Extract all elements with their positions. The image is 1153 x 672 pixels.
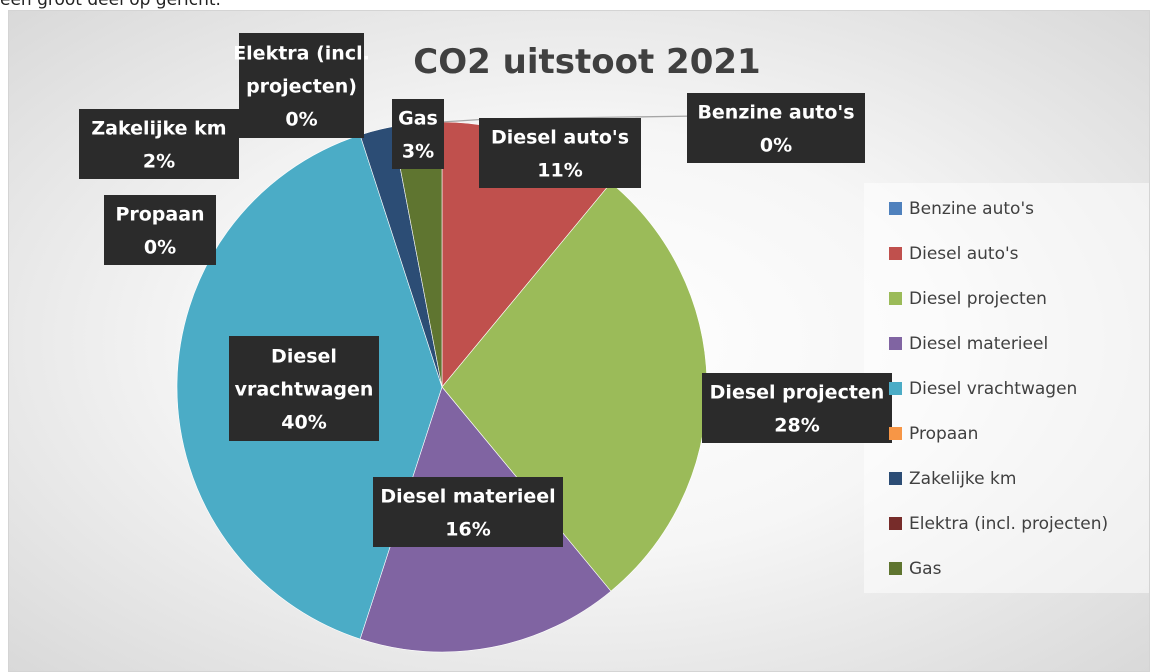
data-label-text: projecten) [246, 76, 357, 98]
pie-chart: CO2 uitstoot 2021 Benzine auto's 0% Diesel… [79, 33, 1149, 653]
data-label-text: 0% [144, 237, 176, 259]
data-label: Diesel vrachtwagen 40% [229, 336, 379, 441]
data-label-text: 28% [774, 415, 819, 437]
chart-area: CO2 uitstoot 2021 Benzine auto's 0% Diesel… [8, 10, 1150, 672]
data-label-text: Elektra (incl. [233, 43, 370, 65]
data-label-text: vrachtwagen [235, 379, 374, 401]
data-label: Elektra (incl. projecten) 0% [233, 33, 370, 138]
data-label: Benzine auto's 0% [687, 93, 865, 163]
data-label-text: Diesel materieel [380, 486, 555, 508]
data-label: Gas 3% [392, 99, 444, 169]
legend: Benzine auto's Diesel auto's Diesel projec… [889, 199, 1108, 579]
data-label-text: Gas [398, 108, 438, 130]
legend-label: Diesel projecten [909, 289, 1047, 309]
legend-swatch [889, 427, 902, 440]
legend-label: Elektra (incl. projecten) [909, 514, 1108, 534]
data-label: Diesel materieel 16% [373, 477, 563, 547]
data-label-text: Benzine auto's [697, 102, 854, 124]
legend-swatch [889, 292, 902, 305]
data-label-text: Zakelijke km [91, 118, 226, 140]
legend-swatch [889, 472, 902, 485]
data-label-text: 0% [285, 109, 317, 131]
legend-swatch [889, 202, 902, 215]
data-label: Diesel auto's 11% [479, 118, 641, 188]
data-label: Zakelijke km 2% [79, 109, 239, 179]
data-label-text: Propaan [115, 204, 204, 226]
legend-label: Zakelijke km [909, 469, 1016, 489]
legend-label: Diesel vrachtwagen [909, 379, 1077, 399]
legend-label: Diesel materieel [909, 334, 1048, 354]
page-caption: een groot deel op gericht. [0, 0, 221, 10]
legend-label: Gas [909, 559, 942, 579]
data-label-text: 40% [281, 412, 326, 434]
legend-label: Benzine auto's [909, 199, 1034, 219]
legend-swatch [889, 382, 902, 395]
data-label: Diesel projecten 28% [702, 373, 892, 443]
data-label-text: Diesel auto's [491, 127, 629, 149]
legend-label: Diesel auto's [909, 244, 1019, 264]
data-label: Propaan 0% [104, 195, 216, 265]
chart-title: CO2 uitstoot 2021 [413, 42, 760, 82]
data-label-text: 11% [537, 160, 582, 182]
legend-swatch [889, 517, 902, 530]
data-label-text: 16% [445, 519, 490, 541]
data-label-text: Diesel projecten [710, 382, 885, 404]
legend-box [864, 183, 1149, 593]
legend-swatch [889, 247, 902, 260]
data-label-text: 3% [402, 141, 434, 163]
data-label-text: 2% [143, 151, 175, 173]
data-label-text: 0% [760, 135, 792, 157]
data-labels: Benzine auto's 0% Diesel auto's 11% Diesel p… [79, 33, 892, 547]
legend-label: Propaan [909, 424, 978, 444]
data-label-text: Diesel [271, 346, 337, 368]
legend-swatch [889, 562, 902, 575]
legend-swatch [889, 337, 902, 350]
